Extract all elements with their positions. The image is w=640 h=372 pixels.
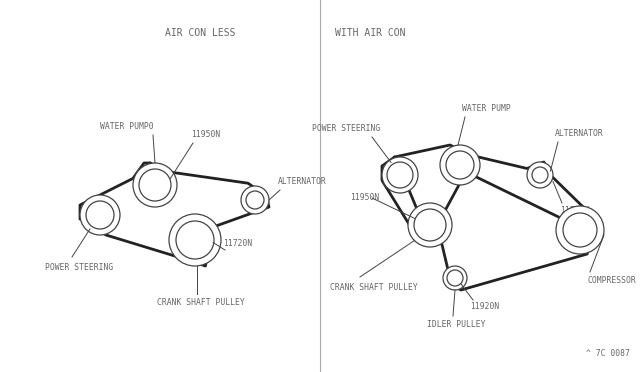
Text: ALTERNATOR: ALTERNATOR [555,129,604,138]
Text: WITH AIR CON: WITH AIR CON [335,28,406,38]
Text: AIR CON LESS: AIR CON LESS [164,28,236,38]
Text: POWER STEERING: POWER STEERING [45,263,113,272]
Text: 11950N: 11950N [350,193,380,202]
Text: CRANK SHAFT PULLEY: CRANK SHAFT PULLEY [157,298,244,307]
Circle shape [169,214,221,266]
Circle shape [443,266,467,290]
Circle shape [440,145,480,185]
Circle shape [527,162,553,188]
Text: 11720N: 11720N [560,206,589,215]
Text: WATER PUMP: WATER PUMP [462,104,511,113]
Circle shape [408,203,452,247]
Text: 11950N: 11950N [191,130,220,139]
Text: COMPRESSOR: COMPRESSOR [588,276,637,285]
Text: CRANK SHAFT PULLEY: CRANK SHAFT PULLEY [330,283,418,292]
Circle shape [382,157,418,193]
Text: ALTERNATOR: ALTERNATOR [278,177,327,186]
Circle shape [241,186,269,214]
Text: 11920N: 11920N [470,302,499,311]
Text: POWER STEERING: POWER STEERING [312,124,380,133]
Circle shape [133,163,177,207]
Circle shape [556,206,604,254]
Text: ^ 7C 0087: ^ 7C 0087 [586,349,630,358]
Text: 11720N: 11720N [223,239,252,248]
Circle shape [80,195,120,235]
Text: IDLER PULLEY: IDLER PULLEY [427,320,486,329]
Text: WATER PUMP0: WATER PUMP0 [100,122,154,131]
